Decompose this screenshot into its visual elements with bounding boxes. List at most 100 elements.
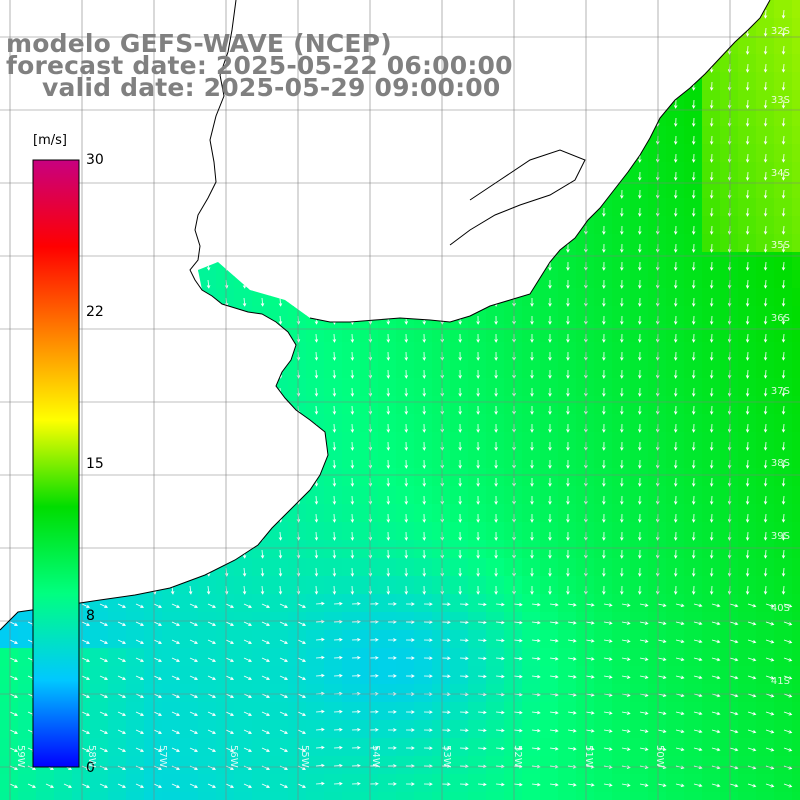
speed-cell: [630, 342, 649, 361]
wind-arrow: [711, 603, 721, 608]
wind-arrow: [261, 783, 271, 788]
wind-arrow: [386, 423, 391, 433]
wind-arrow: [170, 549, 175, 559]
speed-cell: [396, 522, 415, 541]
speed-cell: [108, 756, 127, 775]
wind-arrow: [476, 27, 480, 37]
speed-cell: [702, 414, 721, 433]
wind-arrow: [171, 693, 181, 698]
speed-cell: [288, 792, 307, 800]
wind-arrow: [620, 423, 624, 433]
wind-arrow: [711, 639, 721, 644]
speed-cell: [360, 396, 379, 415]
wind-arrow: [709, 477, 714, 487]
wind-arrow: [188, 279, 193, 289]
speed-cell: [0, 252, 19, 271]
wind-arrow: [458, 9, 462, 19]
wind-arrow: [476, 279, 480, 289]
wind-arrow: [422, 459, 426, 469]
speed-cell: [594, 378, 613, 397]
speed-cell: [306, 342, 325, 361]
wind-arrow: [404, 405, 409, 415]
speed-cell: [450, 504, 469, 523]
speed-cell: [774, 270, 793, 289]
speed-cell: [432, 450, 451, 469]
speed-cell: [522, 666, 541, 685]
speed-cell: [684, 324, 703, 343]
wind-arrow: [639, 729, 649, 733]
wind-arrow: [350, 405, 355, 415]
wind-arrow: [350, 387, 355, 397]
speed-cell: [648, 432, 667, 451]
speed-cell: [558, 378, 577, 397]
wind-arrow: [691, 9, 696, 19]
wind-arrow: [224, 405, 229, 415]
speed-cell: [792, 738, 800, 757]
wind-arrow: [171, 747, 181, 752]
wind-arrow: [332, 225, 337, 235]
wind-arrow: [134, 9, 139, 19]
wind-arrow: [476, 459, 480, 469]
wind-arrow: [783, 693, 793, 698]
wind-arrow: [152, 567, 157, 577]
wind-arrow: [315, 709, 325, 714]
speed-cell: [432, 342, 451, 361]
speed-cell: [396, 252, 415, 271]
wind-arrow: [242, 153, 247, 163]
speed-cell: [252, 648, 271, 667]
wind-arrow: [350, 243, 355, 253]
speed-cell: [504, 504, 523, 523]
wind-arrow: [422, 351, 426, 361]
wind-arrow: [709, 9, 714, 19]
speed-cell: [216, 198, 235, 217]
wind-arrow: [134, 459, 139, 469]
wind-arrow: [27, 441, 31, 451]
wind-arrow: [458, 513, 462, 523]
speed-cell: [540, 360, 559, 379]
wind-arrow: [548, 405, 552, 415]
wind-arrow: [332, 171, 337, 181]
wind-arrow: [261, 765, 271, 770]
wind-arrow: [278, 261, 283, 271]
wind-arrow: [621, 675, 631, 679]
wind-arrow: [422, 369, 426, 379]
wind-arrow: [369, 782, 379, 786]
speed-cell: [486, 738, 505, 757]
speed-cell: [162, 450, 181, 469]
speed-cell: [378, 594, 397, 613]
speed-cell: [324, 216, 343, 235]
speed-cell: [432, 468, 451, 487]
wind-arrow: [620, 99, 624, 109]
wind-arrow: [603, 603, 613, 607]
speed-cell: [252, 576, 271, 595]
wind-arrow: [745, 279, 750, 289]
speed-cell: [540, 36, 559, 55]
speed-cell: [648, 522, 667, 541]
speed-cell: [774, 234, 793, 253]
wind-arrow: [548, 423, 552, 433]
wind-arrow: [603, 747, 613, 751]
wind-arrow: [781, 495, 786, 505]
wind-arrow: [602, 99, 606, 109]
wind-arrow: [765, 621, 775, 626]
speed-cell: [738, 36, 757, 55]
speed-cell: [324, 756, 343, 775]
wind-arrow: [242, 333, 247, 343]
speed-cell: [468, 450, 487, 469]
speed-cell: [738, 144, 757, 163]
speed-cell: [396, 720, 415, 739]
wind-arrow: [188, 117, 193, 127]
speed-cell: [504, 468, 523, 487]
speed-cell: [378, 108, 397, 127]
speed-cell: [612, 756, 631, 775]
wind-arrow: [422, 495, 426, 505]
speed-cell: [756, 324, 775, 343]
wind-arrow: [548, 243, 552, 253]
wind-arrow: [691, 423, 696, 433]
speed-cell: [648, 414, 667, 433]
speed-cell: [702, 342, 721, 361]
speed-cell: [270, 594, 289, 613]
wind-arrow: [566, 45, 570, 55]
wind-arrow: [566, 171, 570, 181]
